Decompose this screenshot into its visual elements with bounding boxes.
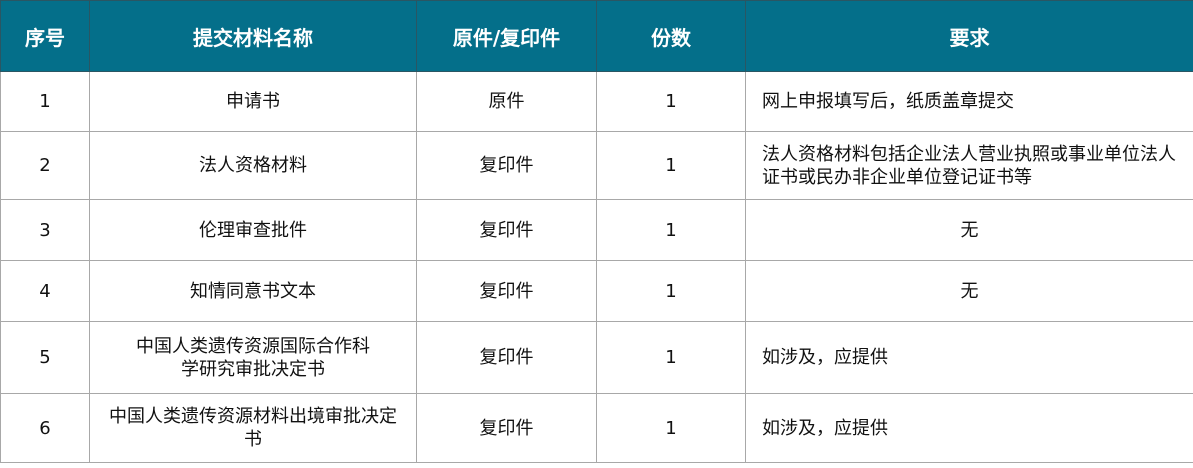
header-count: 份数 xyxy=(596,0,746,72)
cell-name: 法人资格材料 xyxy=(89,131,417,200)
table-row: 1 申请书 原件 1 网上申报填写后，纸质盖章提交 xyxy=(0,71,1193,132)
cell-name: 中国人类遗传资源国际合作科学研究审批决定书 xyxy=(89,321,417,394)
cell-no: 4 xyxy=(0,260,90,322)
cell-name: 中国人类遗传资源材料出境审批决定书 xyxy=(89,393,417,463)
table-header-row: 序号 提交材料名称 原件/复印件 份数 要求 xyxy=(0,0,1193,72)
cell-type: 复印件 xyxy=(416,199,597,261)
cell-count: 1 xyxy=(596,199,746,261)
cell-requirement: 网上申报填写后，纸质盖章提交 xyxy=(745,71,1193,132)
header-type: 原件/复印件 xyxy=(416,0,597,72)
cell-count: 1 xyxy=(596,260,746,322)
cell-name: 申请书 xyxy=(89,71,417,132)
cell-type: 复印件 xyxy=(416,393,597,463)
cell-name-text: 中国人类遗传资源材料出境审批决定书 xyxy=(109,406,397,450)
cell-no: 2 xyxy=(0,131,90,200)
cell-requirement: 无 xyxy=(745,199,1193,261)
cell-count: 1 xyxy=(596,131,746,200)
cell-name: 知情同意书文本 xyxy=(89,260,417,322)
cell-requirement: 如涉及，应提供 xyxy=(745,321,1193,394)
cell-no: 6 xyxy=(0,393,90,463)
table-row: 2 法人资格材料 复印件 1 法人资格材料包括企业法人营业执照或事业单位法人证书或民办非… xyxy=(0,131,1193,200)
cell-count: 1 xyxy=(596,393,746,463)
cell-type: 复印件 xyxy=(416,321,597,394)
table-row: 4 知情同意书文本 复印件 1 无 xyxy=(0,260,1193,322)
cell-no: 1 xyxy=(0,71,90,132)
header-name: 提交材料名称 xyxy=(89,0,417,72)
cell-type: 复印件 xyxy=(416,131,597,200)
cell-count: 1 xyxy=(596,71,746,132)
cell-name-text: 中国人类遗传资源国际合作科学研究审批决定书 xyxy=(136,335,370,380)
header-no: 序号 xyxy=(0,0,90,72)
cell-count: 1 xyxy=(596,321,746,394)
cell-no: 3 xyxy=(0,199,90,261)
cell-no: 5 xyxy=(0,321,90,394)
cell-name: 伦理审查批件 xyxy=(89,199,417,261)
table-row: 6 中国人类遗传资源材料出境审批决定书 复印件 1 如涉及，应提供 xyxy=(0,393,1193,463)
cell-requirement: 如涉及，应提供 xyxy=(745,393,1193,463)
table-row: 5 中国人类遗传资源国际合作科学研究审批决定书 复印件 1 如涉及，应提供 xyxy=(0,321,1193,394)
header-requirement: 要求 xyxy=(745,0,1193,72)
cell-type: 复印件 xyxy=(416,260,597,322)
cell-requirement: 无 xyxy=(745,260,1193,322)
cell-requirement: 法人资格材料包括企业法人营业执照或事业单位法人证书或民办非企业单位登记证书等 xyxy=(745,131,1193,200)
cell-type: 原件 xyxy=(416,71,597,132)
table-row: 3 伦理审查批件 复印件 1 无 xyxy=(0,199,1193,261)
